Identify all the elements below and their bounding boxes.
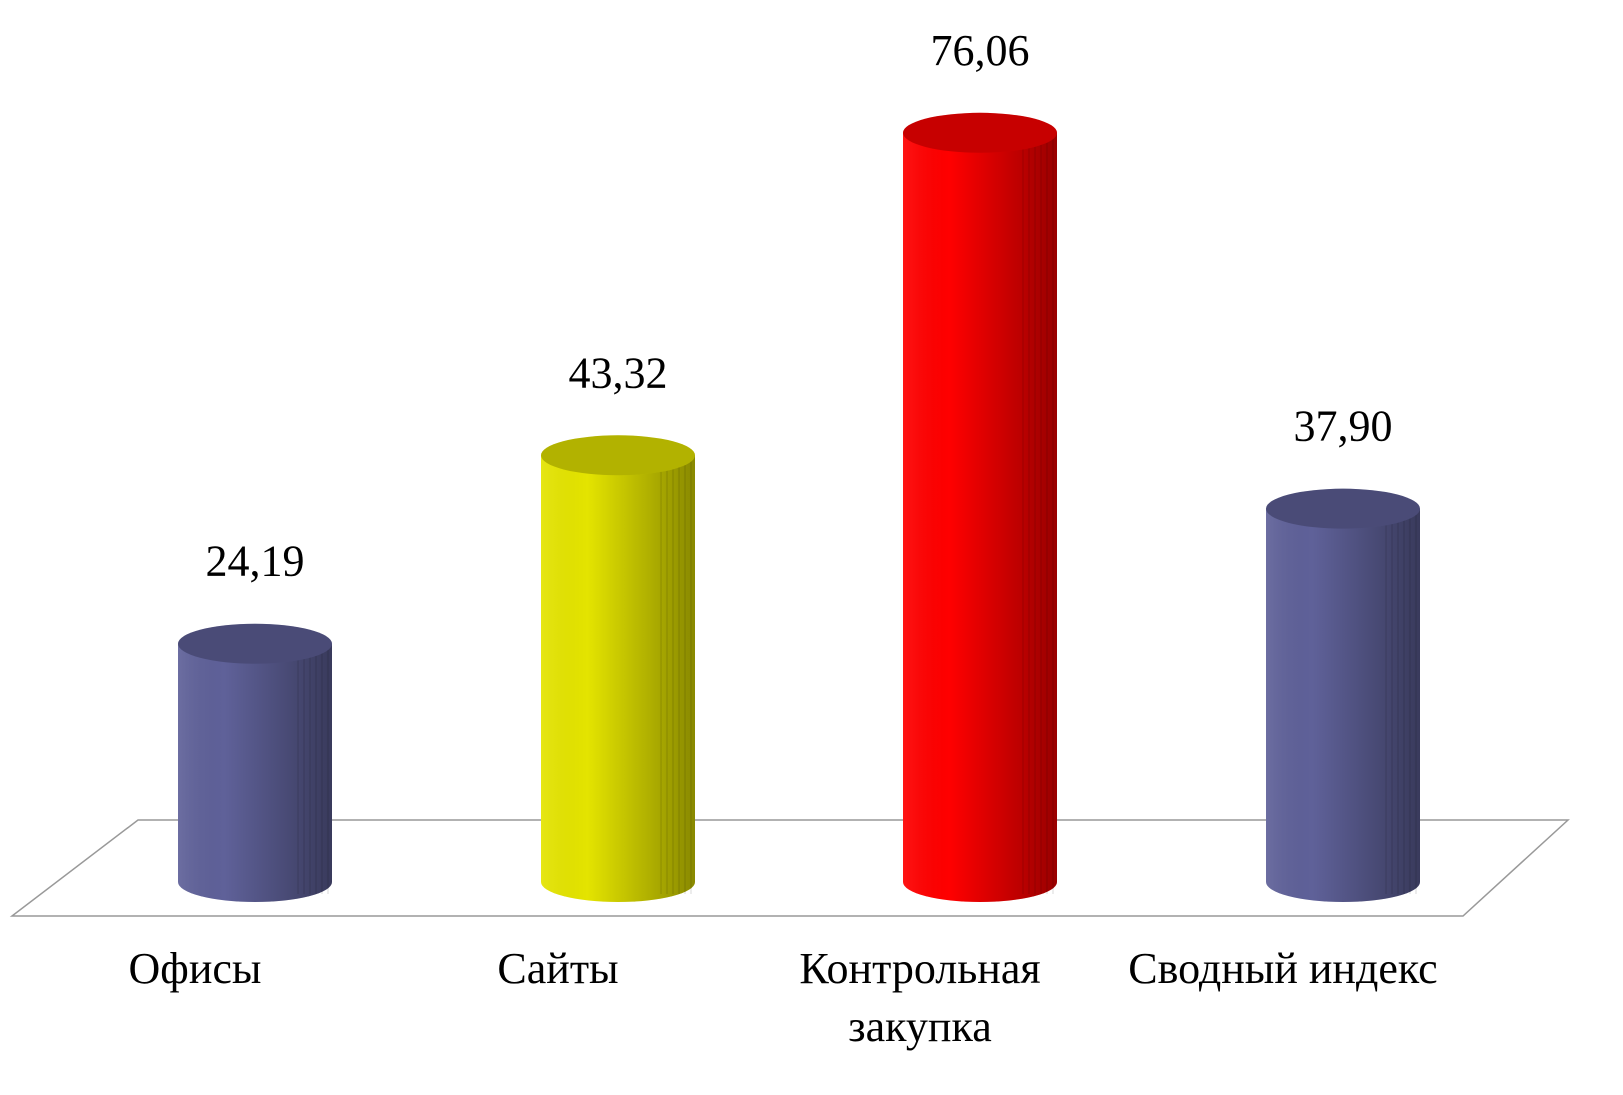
x-tick-label: Контрольная закупка (799, 944, 1041, 1051)
value-label: 76,06 (931, 26, 1030, 75)
bar-shade (1266, 508, 1420, 902)
bar-shade (178, 643, 332, 902)
bar-top-shade (1266, 488, 1420, 529)
value-label: 24,19 (206, 537, 305, 586)
bar (903, 112, 1057, 902)
bar-top (178, 623, 332, 664)
x-tick-label: Сводный индекс (1128, 944, 1438, 993)
floor (9, 819, 1570, 917)
bar (178, 623, 332, 902)
bar-top-shade (541, 435, 695, 476)
x-tick-label: Сайты (497, 944, 619, 993)
bar-shade (541, 455, 695, 902)
bar (541, 435, 695, 902)
bar-top (1266, 488, 1420, 529)
bar (1266, 488, 1420, 902)
value-label: 43,32 (569, 348, 668, 397)
bar-top (903, 112, 1057, 153)
bar-top-shade (903, 112, 1057, 153)
bar-top-shade (178, 623, 332, 664)
bar-shade (903, 132, 1057, 902)
bar-top (541, 435, 695, 476)
value-label: 37,90 (1294, 402, 1393, 451)
x-tick-label: Офисы (128, 944, 262, 993)
